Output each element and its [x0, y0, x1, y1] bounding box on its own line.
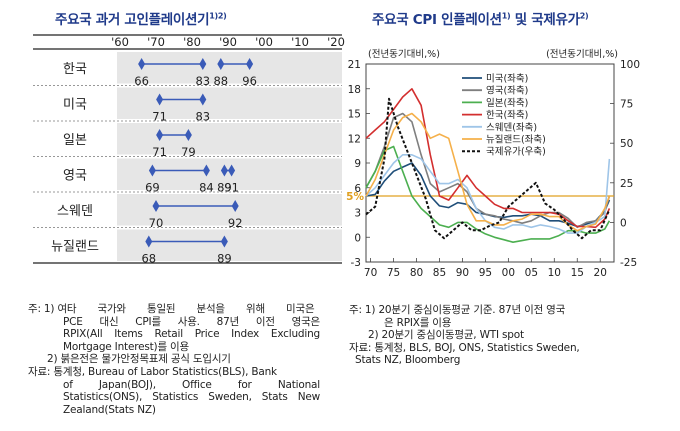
year-label: 91 — [224, 181, 239, 195]
period-endpoint-marker — [156, 93, 164, 106]
country-label: 미국 — [63, 98, 87, 113]
decade-tick-label: '20 — [327, 35, 345, 49]
year-label: 71 — [152, 145, 167, 159]
x-axis-tick-label: 80 — [410, 267, 423, 279]
reference-line-label: 5% — [346, 191, 364, 203]
legend-label: 한국(좌축) — [486, 110, 528, 121]
year-label: 69 — [145, 181, 160, 195]
x-axis-tick-label: 70 — [364, 267, 377, 279]
period-endpoint-marker — [184, 129, 192, 141]
series-line — [365, 154, 611, 234]
x-axis-tick-label: 75 — [387, 267, 400, 279]
period-endpoint-marker — [231, 200, 239, 212]
x-axis-tick-label: 05 — [525, 267, 538, 279]
x-axis-tick-label: 85 — [433, 267, 446, 279]
decade-tick-label: '70 — [147, 35, 165, 49]
left-axis-tick-label: 3 — [354, 208, 361, 220]
year-label: 92 — [228, 216, 243, 230]
year-label: 96 — [242, 74, 257, 88]
left-axis-unit: (전년동기대비,%) — [368, 49, 440, 60]
year-label: 88 — [213, 74, 228, 88]
year-label: 83 — [195, 110, 210, 124]
country-label: 한국 — [63, 62, 87, 77]
right-axis-tick-label: 50 — [620, 138, 633, 150]
x-axis-tick-label: 00 — [502, 267, 515, 279]
legend-label: 국제유가(우축) — [486, 147, 546, 158]
left-chart-title: 주요국 과거 고인플레이션기1)2) — [55, 11, 227, 29]
right-line-chart: 21 18 15 12 9 6 3 0 -3 100 75 50 25 0 -25 70 75 80 85 90 95 0… — [346, 49, 640, 279]
year-label: 68 — [141, 252, 156, 266]
series-line — [365, 97, 611, 240]
right-axis-unit: (전년동기대비,%) — [546, 49, 618, 60]
right-chart-title: 주요국 CPI 인플레이션1) 및 국제유가2) — [372, 11, 589, 29]
period-endpoint-marker — [199, 58, 207, 70]
right-notes: 주: 1) 20분기 중심이동평균 기준. 87년 이전 영국 은 RPIX를 … — [349, 304, 580, 367]
period-endpoint-marker — [202, 164, 210, 177]
left-axis-tick-label: -3 — [351, 257, 361, 269]
period-endpoint-marker — [156, 129, 164, 141]
left-axis-tick-label: 6 — [354, 183, 361, 195]
year-label: 71 — [152, 110, 167, 124]
series-line — [365, 88, 611, 229]
legend-label: 스웨덴(좌축) — [486, 121, 537, 133]
x-axis-tick-label: 95 — [479, 267, 492, 279]
period-endpoint-marker — [217, 58, 225, 70]
right-axis-tick-label: -25 — [620, 257, 637, 269]
year-label: 70 — [149, 216, 164, 230]
right-axis-tick-label: 100 — [620, 59, 640, 71]
decade-tick-label: '60 — [111, 35, 129, 49]
decade-tick-label: '00 — [255, 35, 273, 49]
left-axis-tick-label: 18 — [348, 84, 361, 96]
period-endpoint-marker — [138, 58, 146, 70]
country-label: 일본 — [63, 133, 87, 148]
period-endpoint-marker — [199, 93, 207, 106]
x-axis-tick-label: 90 — [456, 267, 469, 279]
left-notes: 주: 1) 여타 국가와 통일된 분석을 위해 미국은 PCE 대신 CPI를 … — [28, 303, 320, 416]
year-label: 89 — [217, 181, 232, 195]
period-endpoint-marker — [246, 58, 254, 70]
timeline-row-shading — [117, 87, 342, 119]
period-endpoint-marker — [220, 164, 228, 177]
series-line — [365, 145, 611, 243]
left-axis-tick-label: 0 — [354, 232, 361, 244]
year-label: 84 — [199, 181, 214, 195]
left-axis-tick-label: 15 — [348, 109, 361, 121]
legend-label: 뉴질랜드(좌축) — [486, 134, 546, 146]
period-endpoint-marker — [152, 200, 160, 212]
period-endpoint-marker — [148, 164, 156, 177]
right-axis-tick-label: 0 — [620, 217, 627, 229]
timeline-row-shading — [117, 229, 342, 261]
legend-label: 일본(좌축) — [486, 98, 528, 109]
x-axis-tick-label: 20 — [594, 267, 607, 279]
decade-tick-label: '80 — [183, 35, 201, 49]
period-endpoint-marker — [220, 235, 228, 248]
decade-tick-label: '10 — [291, 35, 309, 49]
year-label: 89 — [217, 252, 232, 266]
left-axis-tick-label: 21 — [348, 59, 361, 71]
legend-label: 영국(좌축) — [486, 86, 528, 97]
year-label: 79 — [181, 145, 196, 159]
timeline-row-shading — [117, 158, 342, 190]
timeline-row-shading — [117, 194, 342, 226]
x-axis-tick-label: 15 — [571, 267, 584, 279]
period-endpoint-marker — [228, 164, 236, 177]
decade-tick-label: '90 — [219, 35, 237, 49]
right-axis-tick-label: 75 — [620, 99, 633, 111]
year-label: 83 — [195, 74, 210, 88]
legend-label: 미국(좌축) — [486, 74, 528, 85]
timeline-row-shading — [117, 123, 342, 155]
left-axis-tick-label: 9 — [354, 158, 361, 170]
country-label: 뉴질랜드 — [51, 240, 99, 255]
year-label: 66 — [134, 74, 149, 88]
country-label: 스웨덴 — [57, 204, 93, 219]
timeline-row-shading — [117, 52, 342, 84]
left-axis-tick-label: 12 — [348, 133, 361, 145]
country-label: 영국 — [63, 169, 87, 184]
series-line — [365, 112, 611, 232]
right-axis-tick-label: 25 — [620, 178, 633, 190]
period-endpoint-marker — [145, 235, 153, 248]
x-axis-tick-label: 10 — [548, 267, 561, 279]
